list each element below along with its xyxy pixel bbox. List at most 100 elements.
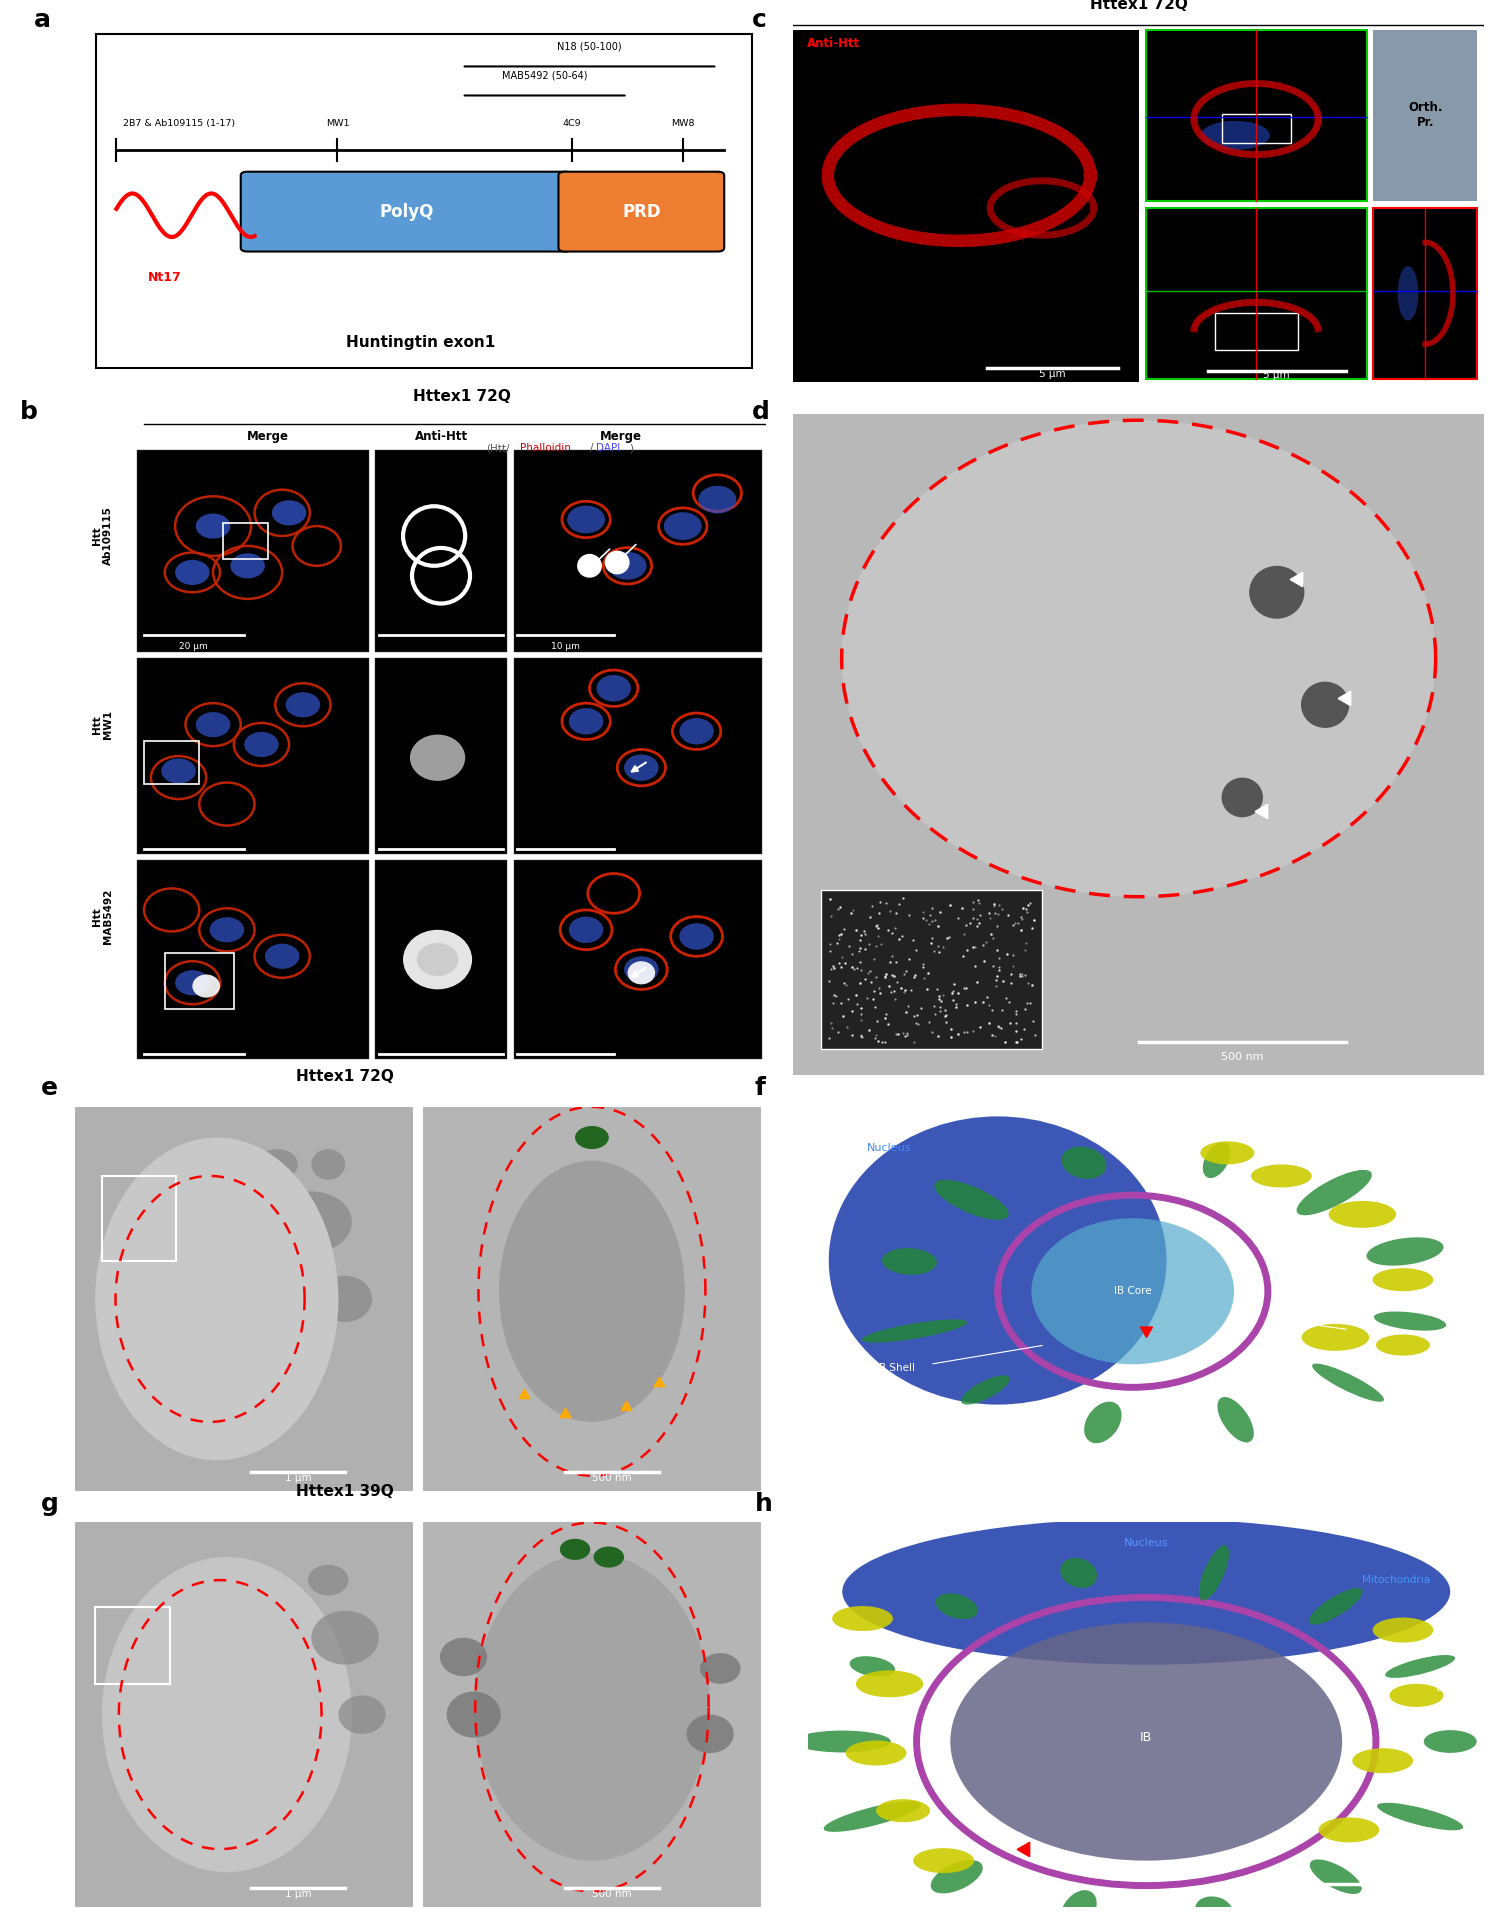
- Ellipse shape: [1201, 121, 1270, 150]
- Ellipse shape: [1031, 1219, 1234, 1364]
- Ellipse shape: [175, 560, 210, 586]
- Bar: [144, 742, 199, 784]
- Ellipse shape: [1328, 1202, 1396, 1229]
- Ellipse shape: [1378, 1803, 1463, 1830]
- Text: Anti-Htt: Anti-Htt: [414, 429, 468, 443]
- Ellipse shape: [1309, 1589, 1363, 1626]
- Bar: [514, 659, 761, 853]
- Text: 4C9: 4C9: [564, 119, 582, 129]
- Ellipse shape: [850, 1656, 895, 1678]
- Ellipse shape: [576, 1127, 609, 1150]
- Text: d: d: [752, 401, 769, 424]
- Text: IB Shell: IB Shell: [875, 1364, 914, 1373]
- Text: ): ): [630, 443, 634, 453]
- Text: PolyQ: PolyQ: [379, 202, 433, 221]
- Ellipse shape: [699, 485, 736, 514]
- Text: 2B7 & Ab109115 (1-17): 2B7 & Ab109115 (1-17): [123, 119, 235, 129]
- Ellipse shape: [318, 1275, 372, 1321]
- Bar: [1222, 114, 1291, 143]
- Bar: [793, 31, 1139, 381]
- Text: Httex1 39Q: Httex1 39Q: [297, 1485, 394, 1500]
- Text: Mitochondria: Mitochondria: [1363, 1575, 1430, 1585]
- Text: Anti-Htt: Anti-Htt: [806, 37, 860, 50]
- Ellipse shape: [271, 501, 306, 526]
- Ellipse shape: [597, 674, 631, 701]
- Ellipse shape: [1373, 1618, 1433, 1643]
- Ellipse shape: [307, 1564, 349, 1595]
- Bar: [821, 890, 1042, 1050]
- Ellipse shape: [1373, 1267, 1433, 1290]
- Bar: [375, 659, 507, 853]
- Text: 20 μm: 20 μm: [180, 641, 208, 651]
- Text: Orth.
Pr.: Orth. Pr.: [1408, 102, 1442, 129]
- Bar: [375, 451, 507, 651]
- Bar: [165, 953, 234, 1009]
- Text: 500 nm: 500 nm: [1222, 1052, 1264, 1061]
- Ellipse shape: [687, 1714, 735, 1753]
- Ellipse shape: [96, 1138, 339, 1460]
- Text: 5 μm: 5 μm: [1039, 368, 1066, 379]
- Text: 5 μm: 5 μm: [1264, 370, 1291, 379]
- Ellipse shape: [1312, 1364, 1384, 1402]
- Ellipse shape: [1201, 1142, 1255, 1165]
- FancyBboxPatch shape: [559, 171, 724, 252]
- Circle shape: [577, 555, 603, 578]
- Ellipse shape: [1367, 1236, 1444, 1265]
- Text: /: /: [589, 443, 594, 453]
- Ellipse shape: [1385, 1654, 1456, 1678]
- Ellipse shape: [931, 1861, 983, 1893]
- Ellipse shape: [856, 1670, 923, 1697]
- Text: Httex1 72Q: Httex1 72Q: [1090, 0, 1187, 12]
- Text: MAB5492 (50-64): MAB5492 (50-64): [502, 71, 588, 81]
- Text: IB Core: IB Core: [1114, 1287, 1151, 1296]
- Bar: [136, 451, 369, 651]
- Circle shape: [604, 551, 630, 574]
- Ellipse shape: [950, 1622, 1342, 1861]
- Ellipse shape: [1319, 1818, 1379, 1843]
- Text: IB: IB: [1141, 1731, 1153, 1745]
- Text: PRD: PRD: [622, 202, 661, 221]
- Bar: [223, 522, 268, 559]
- Text: 1 μm: 1 μm: [285, 1473, 312, 1483]
- Ellipse shape: [567, 505, 606, 534]
- Ellipse shape: [1202, 1142, 1231, 1179]
- Ellipse shape: [162, 759, 196, 784]
- Ellipse shape: [1301, 1323, 1369, 1350]
- Text: Mitochondria: Mitochondria: [1295, 1314, 1363, 1323]
- Text: 2 μm: 2 μm: [1360, 1886, 1387, 1895]
- Ellipse shape: [447, 1691, 501, 1737]
- Ellipse shape: [1060, 1558, 1097, 1589]
- Ellipse shape: [439, 1637, 487, 1676]
- Ellipse shape: [210, 917, 244, 942]
- Text: Httex1 72Q: Httex1 72Q: [412, 389, 511, 404]
- Text: MW8: MW8: [672, 119, 694, 129]
- Ellipse shape: [934, 1181, 1009, 1219]
- Text: Httex1 72Q: Httex1 72Q: [297, 1069, 394, 1084]
- Ellipse shape: [271, 1192, 352, 1252]
- Ellipse shape: [1297, 1169, 1372, 1215]
- Bar: [514, 451, 761, 651]
- Text: 500 nm: 500 nm: [592, 1473, 633, 1483]
- Ellipse shape: [568, 917, 603, 944]
- Ellipse shape: [417, 944, 459, 976]
- Ellipse shape: [624, 755, 658, 780]
- Ellipse shape: [1375, 1312, 1447, 1331]
- Ellipse shape: [265, 944, 300, 969]
- Text: a: a: [33, 8, 51, 33]
- Ellipse shape: [409, 734, 465, 780]
- Ellipse shape: [881, 1248, 937, 1275]
- Text: c: c: [752, 8, 766, 33]
- Ellipse shape: [829, 1117, 1166, 1404]
- Text: e: e: [40, 1077, 58, 1100]
- Bar: [1145, 208, 1367, 379]
- Text: Merge: Merge: [247, 429, 289, 443]
- Ellipse shape: [961, 1375, 1010, 1404]
- Ellipse shape: [1199, 1545, 1229, 1601]
- Ellipse shape: [1084, 1402, 1121, 1443]
- Ellipse shape: [1060, 1889, 1097, 1926]
- Bar: [1145, 31, 1367, 200]
- Ellipse shape: [175, 971, 210, 996]
- Ellipse shape: [286, 691, 321, 716]
- Bar: [514, 861, 761, 1059]
- Text: 2 μm: 2 μm: [1360, 1470, 1387, 1479]
